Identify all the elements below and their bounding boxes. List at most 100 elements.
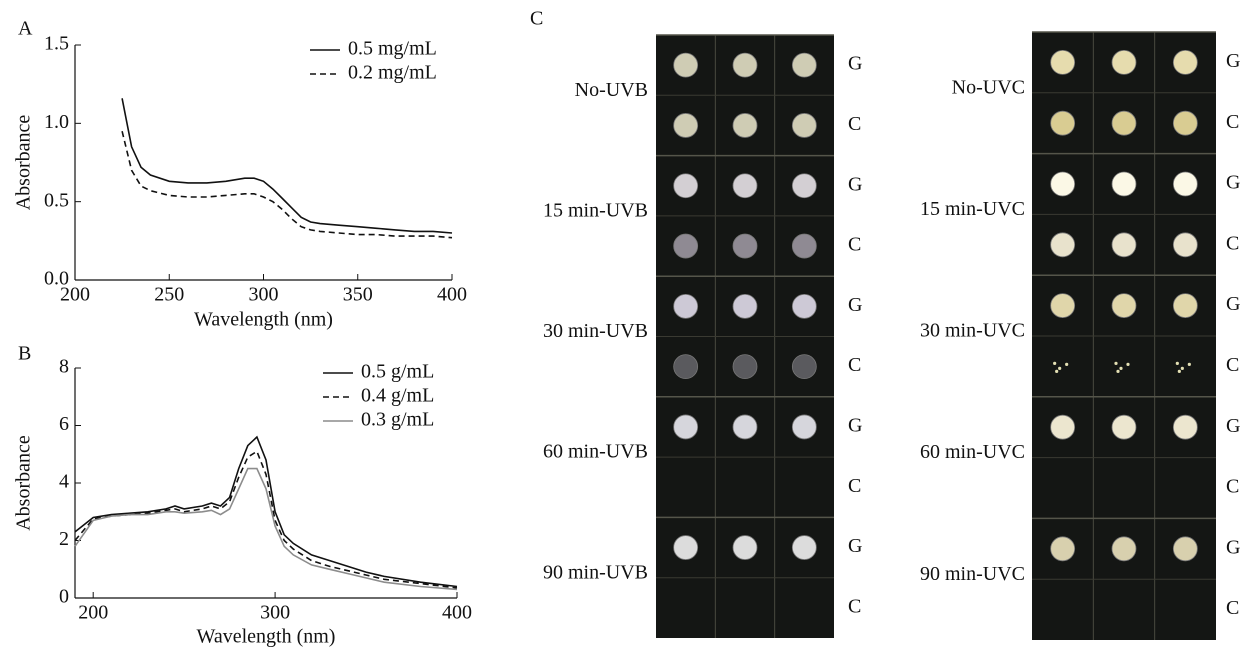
colony — [1050, 171, 1076, 197]
colony — [1111, 232, 1137, 258]
colony — [1172, 232, 1198, 258]
y-tick-label: 4 — [59, 471, 69, 493]
colony — [1187, 362, 1191, 366]
row-label: C — [1226, 476, 1239, 498]
colony — [732, 414, 758, 440]
y-tick-label: 0.5 — [44, 189, 69, 211]
group-label: 30 min-UVC — [920, 320, 1025, 342]
x-axis-label: Wavelength (nm) — [197, 626, 336, 648]
data-line — [74, 450, 458, 589]
row-label: C — [848, 234, 861, 256]
colony — [732, 113, 758, 138]
colony — [1050, 50, 1076, 75]
data-line — [121, 98, 453, 234]
group-label: 60 min-UVB — [543, 441, 648, 463]
group-label: 15 min-UVC — [920, 198, 1025, 220]
row-label: G — [848, 294, 862, 316]
colony — [791, 293, 817, 319]
y-tick-label: 8 — [59, 356, 69, 378]
colony — [732, 293, 758, 319]
colony — [732, 535, 758, 560]
colony — [1119, 366, 1123, 370]
colony — [1050, 414, 1076, 440]
row-label: G — [1226, 293, 1240, 315]
colony — [1116, 369, 1120, 373]
colony — [1065, 362, 1069, 366]
group-label: 90 min-UVB — [543, 561, 648, 583]
group-label: 15 min-UVB — [543, 199, 648, 221]
row-label: G — [848, 173, 862, 195]
group-label: No-UVC — [952, 76, 1025, 98]
row-label: G — [1226, 415, 1240, 437]
data-line — [74, 467, 458, 591]
x-tick-label: 400 — [437, 284, 467, 306]
x-tick-label: 250 — [154, 284, 184, 306]
y-tick-label: 0.0 — [44, 268, 69, 290]
colony — [673, 354, 699, 380]
row-label: G — [1226, 50, 1240, 72]
row-label: C — [848, 595, 861, 617]
legend-label: 0.3 g/mL — [361, 409, 434, 431]
colony — [1172, 50, 1198, 75]
y-tick-label: 2 — [59, 528, 69, 550]
colony — [1172, 414, 1198, 440]
colony — [1111, 293, 1137, 319]
row-label: G — [848, 535, 862, 557]
x-axis-label: Wavelength (nm) — [194, 309, 333, 331]
colony — [673, 113, 699, 138]
colony — [791, 535, 817, 560]
colony — [1055, 369, 1059, 373]
row-label: G — [1226, 536, 1240, 558]
row-label: C — [1226, 354, 1239, 376]
colony — [1177, 369, 1181, 373]
group-label: No-UVB — [575, 79, 648, 101]
colony — [1114, 361, 1118, 365]
legend-label: 0.5 mg/mL — [348, 38, 437, 60]
colony — [1111, 171, 1137, 197]
colony — [791, 354, 817, 380]
x-tick-label: 300 — [260, 602, 290, 624]
colony — [1111, 536, 1137, 562]
colony — [791, 173, 817, 199]
y-axis-label: Absorbance — [13, 115, 35, 211]
colony — [673, 535, 699, 560]
row-label: C — [1226, 232, 1239, 254]
x-tick-label: 400 — [442, 602, 472, 624]
row-label: C — [848, 354, 861, 376]
colony — [1172, 110, 1198, 136]
colony — [1050, 293, 1076, 319]
legend-label: 0.4 g/mL — [361, 385, 434, 407]
colony — [791, 113, 817, 138]
colony — [732, 173, 758, 199]
panel-label: A — [18, 18, 33, 40]
x-tick-label: 300 — [249, 284, 279, 306]
colony — [673, 414, 699, 440]
group-label: 90 min-UVC — [920, 563, 1025, 585]
y-tick-label: 6 — [59, 413, 69, 435]
colony — [1172, 171, 1198, 197]
colony — [1111, 110, 1137, 136]
colony — [1180, 366, 1184, 370]
colony — [1126, 362, 1130, 366]
x-tick-label: 200 — [60, 284, 90, 306]
colony — [1058, 366, 1062, 370]
colony — [732, 354, 758, 380]
row-label: G — [848, 415, 862, 437]
colony — [1111, 414, 1137, 440]
colony — [1172, 536, 1198, 562]
colony — [1053, 361, 1057, 365]
colony — [1175, 361, 1179, 365]
colony — [673, 233, 699, 259]
data-line — [74, 435, 458, 588]
row-label: C — [1226, 111, 1239, 133]
group-label: 60 min-UVC — [920, 441, 1025, 463]
colony — [1172, 293, 1198, 319]
x-tick-label: 350 — [343, 284, 373, 306]
colony — [732, 233, 758, 259]
row-label: G — [1226, 172, 1240, 194]
row-label: C — [848, 475, 861, 497]
colony — [673, 173, 699, 199]
colony — [732, 52, 758, 78]
legend-label: 0.5 g/mL — [361, 361, 434, 383]
colony — [1050, 232, 1076, 258]
